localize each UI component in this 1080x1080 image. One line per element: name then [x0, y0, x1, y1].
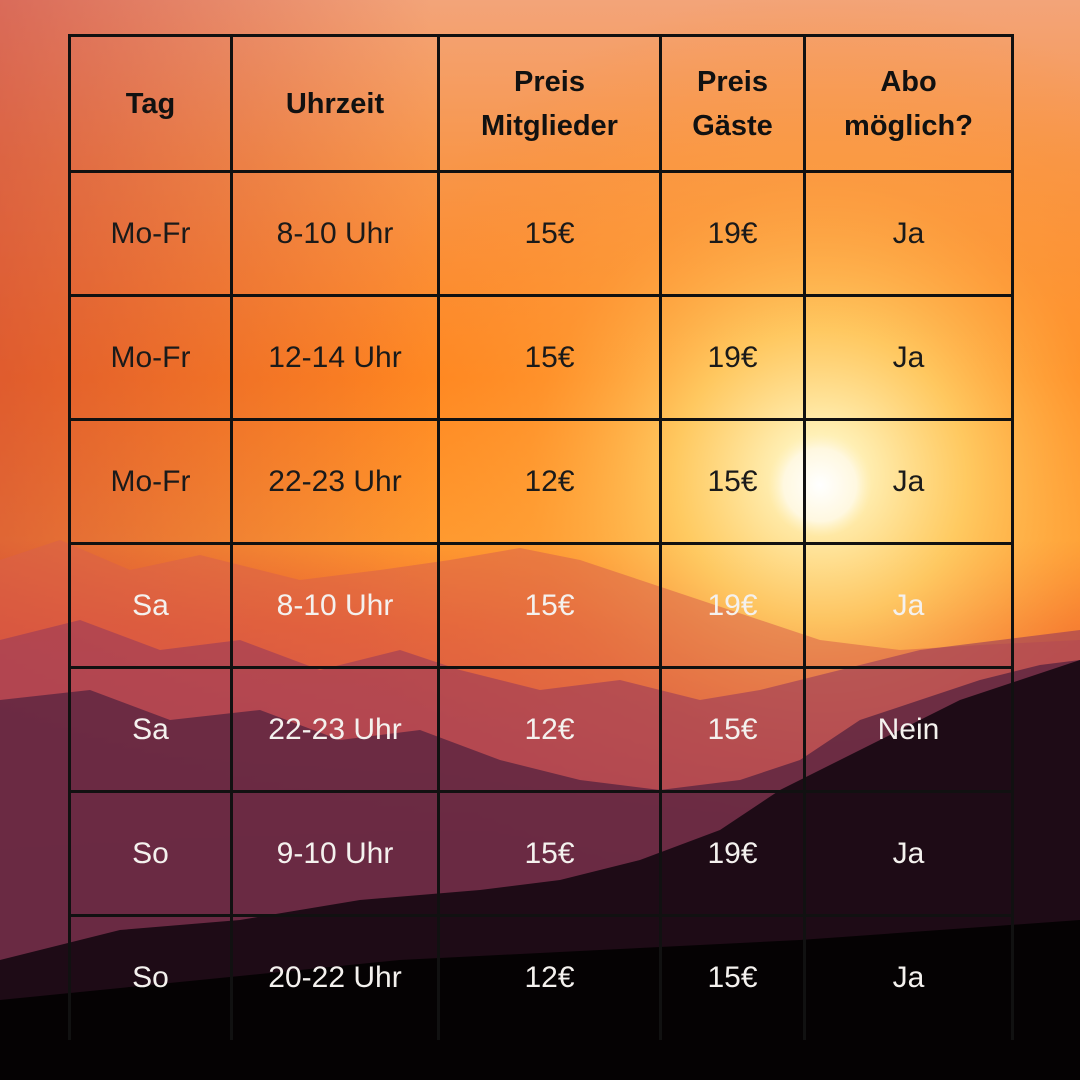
cell-abo: Nein: [803, 666, 1014, 793]
table-row: So 9-10 Uhr 15€ 19€ Ja: [68, 790, 1014, 917]
cell-tag: So: [68, 790, 233, 917]
cell-preis-gaeste: 19€: [659, 294, 806, 421]
cell-abo: Ja: [803, 790, 1014, 917]
cell-preis-gaeste: 19€: [659, 170, 806, 297]
table-row: Sa 22-23 Uhr 12€ 15€ Nein: [68, 666, 1014, 793]
table-row: Sa 8-10 Uhr 15€ 19€ Ja: [68, 542, 1014, 669]
cell-preis-mitglieder: 12€: [437, 418, 662, 545]
cell-preis-mitglieder: 12€: [437, 914, 662, 1040]
table-row: Mo-Fr 12-14 Uhr 15€ 19€ Ja: [68, 294, 1014, 421]
cell-uhrzeit: 8-10 Uhr: [230, 170, 440, 297]
header-uhrzeit: Uhrzeit: [230, 34, 440, 173]
cell-tag: Mo-Fr: [68, 170, 233, 297]
header-preis-mitglieder: Preis Mitglieder: [437, 34, 662, 173]
cell-preis-gaeste: 15€: [659, 914, 806, 1040]
table-row: So 20-22 Uhr 12€ 15€ Ja: [68, 914, 1014, 1040]
header-abo-moeglich: Abo möglich?: [803, 34, 1014, 173]
cell-uhrzeit: 20-22 Uhr: [230, 914, 440, 1040]
cell-abo: Ja: [803, 418, 1014, 545]
cell-preis-gaeste: 15€: [659, 418, 806, 545]
cell-preis-gaeste: 19€: [659, 790, 806, 917]
cell-uhrzeit: 9-10 Uhr: [230, 790, 440, 917]
cell-tag: Sa: [68, 542, 233, 669]
price-schedule-table: Tag Uhrzeit Preis Mitglieder Preis Gäste A…: [68, 34, 1014, 1040]
table-row: Mo-Fr 22-23 Uhr 12€ 15€ Ja: [68, 418, 1014, 545]
table-header-row: Tag Uhrzeit Preis Mitglieder Preis Gäste A…: [68, 34, 1014, 173]
cell-uhrzeit: 22-23 Uhr: [230, 666, 440, 793]
cell-tag: Mo-Fr: [68, 418, 233, 545]
header-preis-gaeste: Preis Gäste: [659, 34, 806, 173]
cell-preis-mitglieder: 15€: [437, 294, 662, 421]
cell-preis-mitglieder: 15€: [437, 542, 662, 669]
cell-preis-mitglieder: 15€: [437, 790, 662, 917]
cell-abo: Ja: [803, 294, 1014, 421]
cell-abo: Ja: [803, 170, 1014, 297]
cell-tag: So: [68, 914, 233, 1040]
cell-uhrzeit: 12-14 Uhr: [230, 294, 440, 421]
cell-preis-gaeste: 19€: [659, 542, 806, 669]
cell-uhrzeit: 8-10 Uhr: [230, 542, 440, 669]
cell-tag: Mo-Fr: [68, 294, 233, 421]
cell-preis-mitglieder: 15€: [437, 170, 662, 297]
cell-tag: Sa: [68, 666, 233, 793]
table-row: Mo-Fr 8-10 Uhr 15€ 19€ Ja: [68, 170, 1014, 297]
cell-preis-mitglieder: 12€: [437, 666, 662, 793]
cell-preis-gaeste: 15€: [659, 666, 806, 793]
cell-abo: Ja: [803, 914, 1014, 1040]
header-tag: Tag: [68, 34, 233, 173]
cell-abo: Ja: [803, 542, 1014, 669]
cell-uhrzeit: 22-23 Uhr: [230, 418, 440, 545]
